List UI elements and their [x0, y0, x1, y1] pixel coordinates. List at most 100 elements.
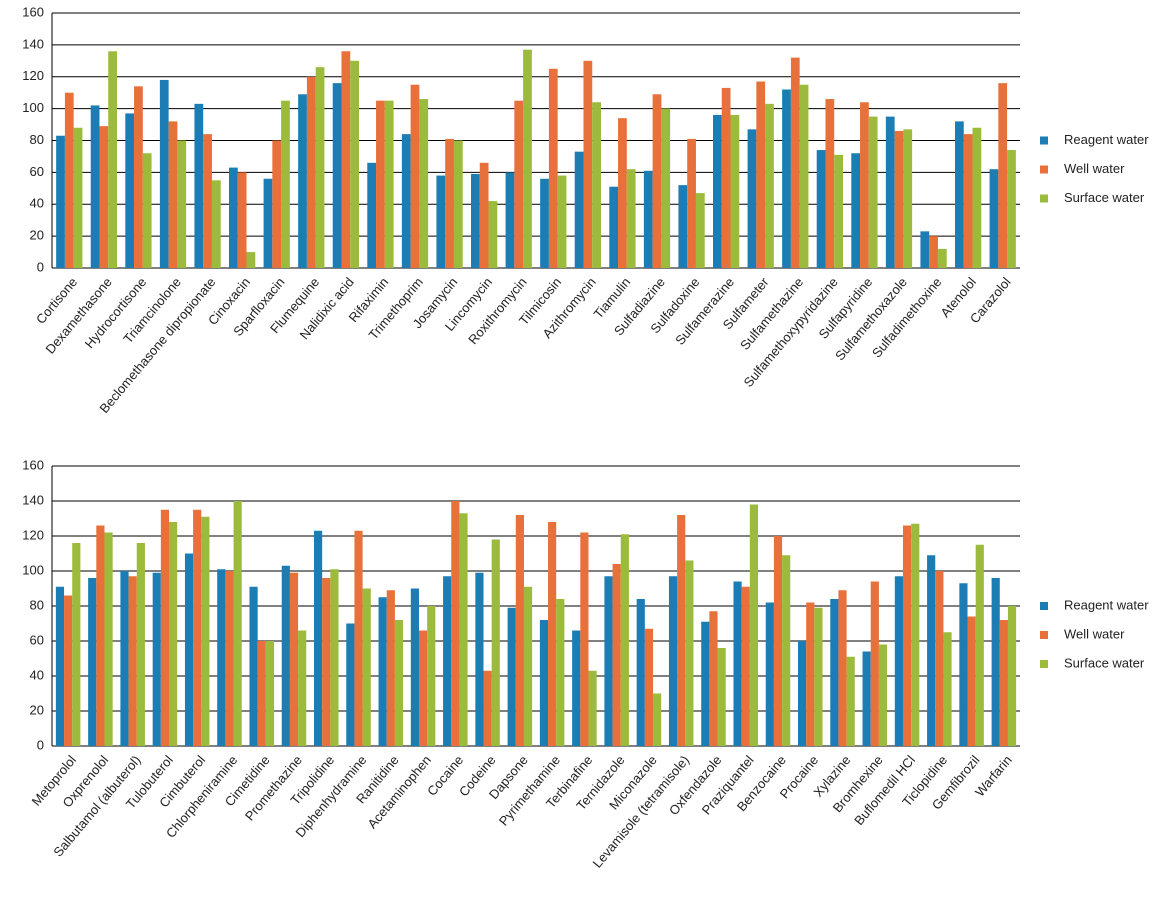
- bar: [386, 590, 395, 746]
- bar: [636, 599, 645, 746]
- bar: [88, 578, 97, 746]
- bar: [846, 656, 855, 746]
- y-tick-label: 60: [30, 632, 44, 647]
- bar: [246, 252, 256, 268]
- bar: [108, 51, 117, 268]
- bar: [885, 116, 895, 268]
- bar: [394, 620, 404, 746]
- bar: [104, 532, 113, 746]
- bar: [747, 129, 757, 268]
- bar: [265, 641, 274, 746]
- bar: [152, 572, 161, 746]
- y-tick-label: 80: [30, 597, 44, 612]
- y-tick-label: 0: [37, 737, 44, 752]
- bar: [96, 525, 105, 746]
- legend-swatch: [1040, 631, 1048, 639]
- bar: [203, 134, 212, 268]
- bar: [322, 578, 331, 746]
- bar: [479, 162, 489, 268]
- bar: [55, 586, 65, 746]
- bar: [955, 121, 964, 268]
- bar: [929, 236, 938, 268]
- bar: [99, 126, 109, 268]
- legend-swatch: [1040, 660, 1048, 668]
- bar: [64, 595, 73, 746]
- bar: [64, 92, 74, 268]
- legend-swatch: [1040, 194, 1048, 203]
- bar: [184, 553, 194, 746]
- bar: [721, 87, 731, 268]
- bar: [459, 513, 468, 746]
- bar: [539, 620, 549, 746]
- bar: [975, 544, 984, 746]
- bar: [685, 560, 694, 746]
- y-tick-label: 140: [22, 492, 44, 507]
- bar: [572, 630, 581, 746]
- bar: [878, 644, 888, 746]
- bar: [733, 581, 742, 746]
- bar: [799, 84, 809, 268]
- bar: [410, 84, 420, 268]
- bar: [782, 89, 791, 268]
- bar: [514, 100, 524, 268]
- bar: [257, 641, 266, 746]
- bar: [687, 138, 696, 268]
- bar: [574, 151, 584, 268]
- y-tick-label: 120: [22, 527, 44, 542]
- bar: [376, 100, 385, 268]
- bar: [920, 231, 930, 268]
- bar: [937, 248, 947, 268]
- bar: [894, 576, 903, 746]
- bar: [401, 134, 411, 268]
- bar: [701, 621, 710, 746]
- bar: [194, 103, 204, 268]
- bar: [56, 135, 65, 268]
- y-tick-label: 60: [30, 164, 44, 179]
- bar: [814, 607, 823, 746]
- bar: [592, 102, 601, 268]
- bar: [860, 102, 869, 268]
- bar: [653, 693, 662, 746]
- bar: [443, 576, 452, 746]
- legend-label: Well water: [1064, 626, 1125, 641]
- bar: [453, 140, 463, 268]
- legend-label: Reagent water: [1064, 597, 1149, 612]
- bar: [249, 586, 258, 746]
- bar: [225, 571, 234, 746]
- bar: [483, 670, 492, 746]
- y-tick-label: 40: [30, 667, 44, 682]
- bar: [540, 178, 549, 268]
- bar: [471, 173, 480, 268]
- bar: [168, 121, 178, 268]
- bar: [507, 607, 516, 746]
- bar: [998, 83, 1008, 268]
- bar: [233, 501, 242, 746]
- bar: [643, 170, 653, 268]
- bar: [367, 162, 377, 268]
- bar: [160, 509, 170, 746]
- bar: [999, 620, 1008, 746]
- bar: [902, 525, 912, 746]
- bar: [927, 555, 936, 746]
- bar: [870, 581, 879, 746]
- bar: [868, 116, 878, 268]
- bar: [967, 616, 976, 746]
- bar: [281, 565, 290, 746]
- bar: [741, 586, 750, 746]
- bar: [488, 201, 498, 268]
- bar: [346, 623, 355, 746]
- bar: [838, 590, 847, 746]
- bar: [142, 153, 152, 268]
- bar: [281, 100, 290, 268]
- bar: [73, 127, 83, 268]
- bar: [1007, 606, 1017, 746]
- bar: [427, 606, 436, 746]
- bar: [903, 129, 913, 268]
- bar: [677, 515, 686, 746]
- bar: [806, 602, 815, 746]
- bar: [548, 522, 557, 746]
- bar: [451, 501, 460, 746]
- bar: [834, 154, 843, 268]
- bar: [90, 105, 100, 268]
- bar: [410, 588, 419, 746]
